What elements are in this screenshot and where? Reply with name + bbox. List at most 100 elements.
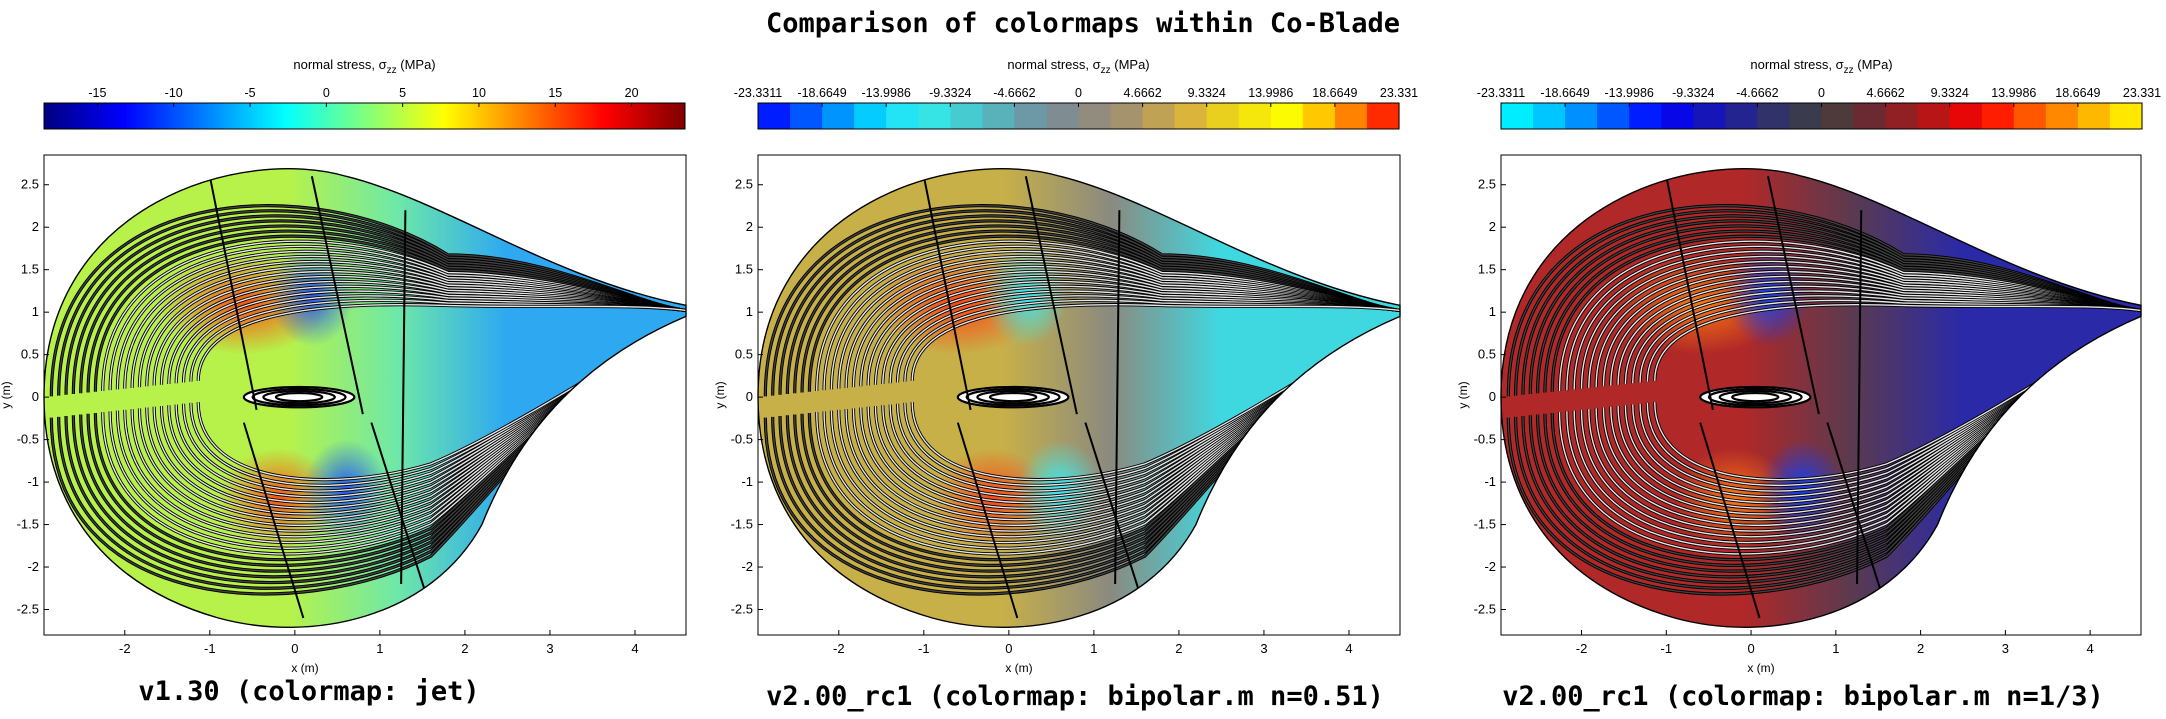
colorbar-title: normal stress, σzz (MPa) [1750,57,1892,76]
colorbar-step [1142,103,1176,129]
x-tick-label: 0 [1747,641,1754,656]
colorbar-step [1533,103,1566,129]
colorbar-step [1238,103,1272,129]
colorbar-tick-label: 13.9986 [1248,86,1293,100]
x-axis-label: x (m) [1005,661,1032,675]
spar-contour [976,389,1050,405]
colorbar-1: normal stress, σzz (MPa) -15 -10 -5 0 5 10 15 20 [43,57,686,130]
x-tick-label: 4 [631,641,638,656]
colorbar-tick-label: -4.6662 [993,86,1035,100]
colorbar-tick-label: 18.6649 [1312,86,1357,100]
colorbar-step [2077,103,2111,129]
seam-line [1114,210,1121,585]
y-tick-label: -2.5 [731,602,753,617]
colorbar-step [790,103,823,129]
seam-line [1856,210,1863,585]
y-tick-label: -2.5 [17,602,39,617]
x-tick-label: -2 [1576,641,1588,656]
y-tick-label: 2 [32,219,39,234]
seam-line [1826,422,1888,610]
x-tick-label: 0 [1005,641,1012,656]
colorbar-step [1046,103,1080,129]
colorbar-step [918,103,951,129]
x-tick-label: 3 [546,641,553,656]
colorbar-step [2109,103,2143,129]
colorbar-step [1981,103,2015,129]
y-tick-label: 0.5 [735,347,753,362]
x-tick-label: 2 [1917,641,1924,656]
spar-contour [274,391,324,403]
colorbar-tick-label: 23.331 [1380,86,1418,100]
contour-line-gap [197,303,686,381]
colorbar-step [1853,103,1887,129]
y-tick-label: 1 [1489,304,1496,319]
colorbar-step [854,103,887,129]
seam-line [1767,176,1820,415]
axes-frame [43,154,687,636]
y-tick-label: 0.5 [1478,347,1496,362]
contour-line-gap [911,303,1400,381]
x-tick-label: 3 [1260,641,1267,656]
panel-1-caption: v1.30 (colormap: jet) [138,676,479,707]
colorbar-tick-label: -13.9986 [862,86,911,100]
spar-contour [1718,389,1793,405]
colorbar-tick-label: 5 [399,86,406,100]
seam-line [370,422,432,610]
colorbar-tick-label: 18.6649 [2055,86,2100,100]
colorbar-step [1661,103,1694,129]
colorbar-tick-label: -5 [244,86,255,100]
y-tick-label: 1.5 [21,262,39,277]
y-tick-label: -1 [1484,474,1496,489]
panel-3-caption: v2.00_rc1 (colormap: bipolar.m n=1/3) [1502,681,2103,712]
seam-line [242,422,305,619]
colorbar-step [1302,103,1336,129]
x-tick-label: 2 [1175,641,1182,656]
seam-line [310,176,364,415]
y-tick-label: -1 [741,474,753,489]
panel-1: normal stress, σzz (MPa)-15 -10 -5 0 5 10 15 20… [0,57,687,707]
y-tick-label: -2 [27,559,39,574]
y-tick-label: -2 [741,559,753,574]
colorbar-tick-label: -15 [88,86,106,100]
colorbar-tick-label: -23.3311 [734,86,782,100]
colorbar-step [1629,103,1662,129]
axes-frame [757,154,1401,636]
colorbar-step [1757,103,1791,129]
spar-contour [956,385,1070,409]
y-tick-label: -2 [1484,559,1496,574]
y-tick-label: 0 [32,389,39,404]
y-tick-label: 0 [1489,389,1496,404]
colorbar-step [1949,103,1983,129]
spar-contour [251,387,347,407]
seam-line [956,422,1019,619]
colorbar-step [2045,103,2079,129]
colorbar-step [1270,103,1304,129]
blade-outline [1500,168,2142,628]
x-tick-label: -2 [833,641,845,656]
colorbar-tick-label: 15 [548,86,562,100]
colorbar-step [950,103,983,129]
stress-cold-spot [1725,244,1811,347]
colorbar-step [1725,103,1758,129]
colorbar-tick-label: -13.9986 [1605,86,1654,100]
y-axis-label: y (m) [713,381,727,408]
x-tick-label: 1 [376,641,383,656]
spar-contour [1699,385,1812,409]
colorbar-step [1078,103,1112,129]
x-tick-label: -2 [119,641,131,656]
y-tick-label: -0.5 [17,432,39,447]
colorbar-2: normal stress, σzz (MPa) -23.3311 -18.6649… [734,57,1418,130]
colorbar-tick-label: 10 [472,86,486,100]
y-tick-label: 0 [746,389,753,404]
colorbar-title: normal stress, σzz (MPa) [293,57,435,76]
panel-3: normal stress, σzz (MPa) -23.3311 -18.6649… [1456,57,2161,712]
plot-area-1: -2 -1 0 1 2 3 4 2.5 2 1.5 1 0.5 0 -0.5 -1 -1.5 -2 -2.5 x (… [0,154,687,675]
colorbar-tick-label: 0 [323,86,330,100]
colorbar-tick-label: -4.6662 [1736,86,1778,100]
seam-line [208,176,258,411]
colorbar-step [1110,103,1144,129]
colorbar-tick-label: 23.331 [2123,86,2161,100]
colorbar-step [1789,103,1823,129]
y-tick-label: 2 [746,219,753,234]
